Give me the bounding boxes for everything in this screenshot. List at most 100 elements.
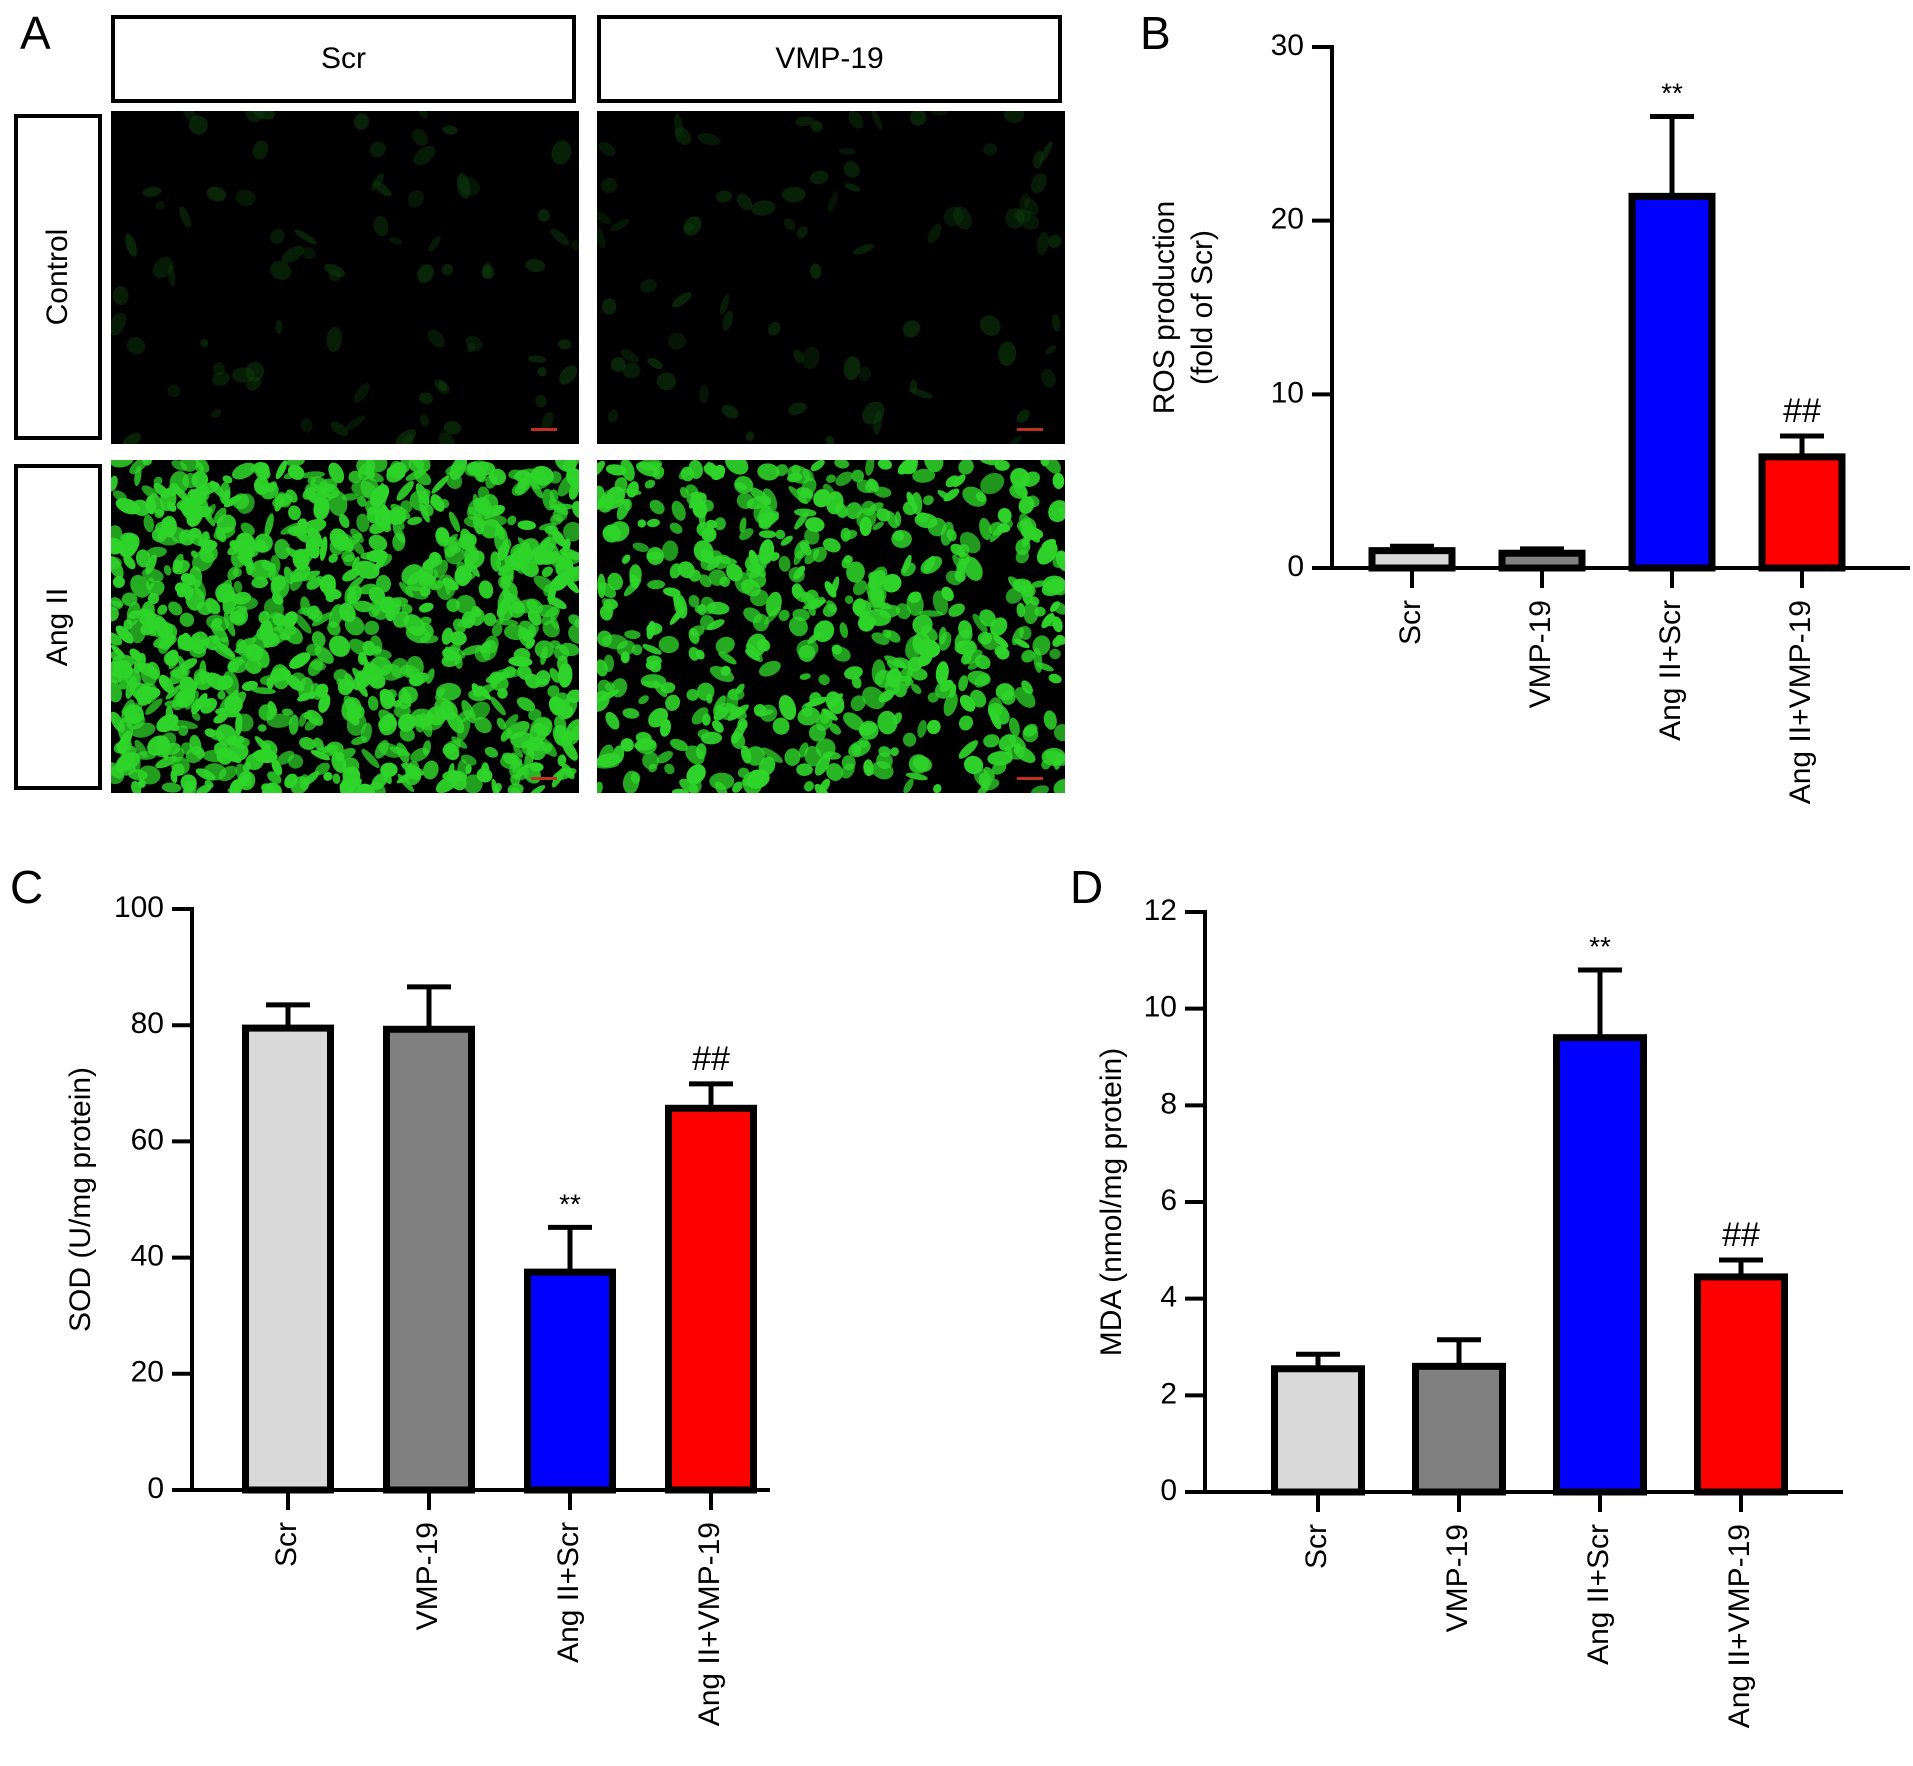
cell-blob [326,326,342,353]
cell-blob [838,148,856,155]
cell-blob [267,481,277,493]
cell-blob [958,715,974,731]
cell-blob [953,206,972,230]
cell-blob [324,263,346,277]
cell-blob [254,461,266,474]
cell-blob [872,521,884,531]
cell-blob [979,315,1001,336]
cell-blob [641,680,661,687]
cell-blob [1040,460,1050,467]
cell-blob [549,668,561,683]
row-header-ang-ii: Ang II [14,464,102,790]
cell-blob [802,346,820,369]
cell-blob [1041,368,1056,388]
cell-blob [819,778,831,793]
cell-blob [644,479,656,489]
cell-blob [721,404,739,419]
cell-blob [496,717,507,730]
cell-blob [145,554,157,575]
cell-blob [200,339,209,348]
cell-blob [456,710,473,723]
cell-blob [669,522,683,534]
cell-blob [161,782,182,793]
cell-blob [390,657,409,679]
bar-d-2 [1553,1034,1647,1496]
bar-d-1 [1412,1362,1506,1496]
cell-blob [240,522,255,536]
cell-blob [554,460,577,473]
cell-blob [1019,193,1031,210]
cell-blob [1014,687,1036,708]
cell-blob [708,569,727,586]
cell-blob [508,656,533,667]
significance-label: ## [1783,392,1821,430]
cell-blob [810,120,823,132]
cell-blob [669,563,682,579]
bar-b-1 [1498,549,1586,572]
scale-bar [531,428,557,431]
cell-blob [911,492,923,515]
cell-blob [137,765,161,785]
y-tick-label: 10 [1271,376,1304,409]
cell-blob [835,471,853,486]
cell-blob [461,611,476,629]
cell-blob [672,788,690,793]
cell-blob [274,492,292,508]
cell-blob [168,601,183,616]
cell-blob [993,635,1009,648]
cell-blob [354,560,380,579]
cell-blob [195,462,205,473]
cell-blob [893,712,903,725]
cell-blob [674,127,692,145]
category-label: Ang II+VMP-19 [1784,600,1817,804]
cell-blob [230,547,247,568]
cell-blob [722,310,734,331]
cell-blob [608,521,630,542]
bar-c-2 [524,1268,616,1494]
cell-blob [732,781,743,793]
cell-blob [131,752,141,773]
cell-blob [134,739,148,758]
cell-blob [405,668,415,678]
cell-blob [933,783,942,793]
cell-blob [700,548,715,564]
cell-blob [223,612,236,637]
cell-blob [809,263,822,279]
cell-blob [757,463,780,481]
cell-blob [338,513,350,529]
cell-blob [217,675,234,690]
cell-blob [1042,575,1065,594]
cell-blob [229,779,243,793]
cell-blob [558,339,572,350]
cell-blob [111,312,127,336]
cell-blob [762,488,778,512]
cell-blob [670,738,689,752]
cell-blob [987,751,1013,766]
cell-blob [379,596,395,614]
cell-blob [111,460,134,468]
cell-blob [981,778,1000,791]
cell-blob [237,637,257,648]
cell-blob [826,763,844,781]
cell-blob [512,544,528,562]
cell-blob [261,783,278,793]
cell-blob [213,646,236,661]
cell-blob [810,170,829,185]
cell-blob [551,140,572,165]
cell-blob [185,745,205,764]
cell-blob [153,476,163,486]
cell-blob [597,690,610,712]
cell-blob [826,474,836,483]
cell-blob [713,707,729,721]
cell-blob [418,602,434,613]
cell-blob [830,576,840,596]
cell-blob [111,660,123,677]
y-tick-label: 8 [1160,1087,1177,1120]
cell-blob [943,206,964,227]
cell-blob [299,737,316,750]
category-label: VMP-19 [411,1522,444,1630]
cell-blob [435,687,445,701]
cell-blob [1052,636,1063,647]
cell-blob [213,362,225,376]
cell-blob [638,695,649,705]
